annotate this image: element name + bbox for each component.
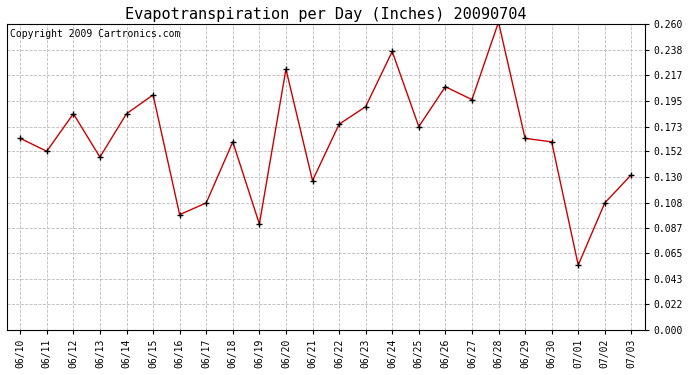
Text: Copyright 2009 Cartronics.com: Copyright 2009 Cartronics.com [10,29,181,39]
Title: Evapotranspiration per Day (Inches) 20090704: Evapotranspiration per Day (Inches) 2009… [125,7,526,22]
